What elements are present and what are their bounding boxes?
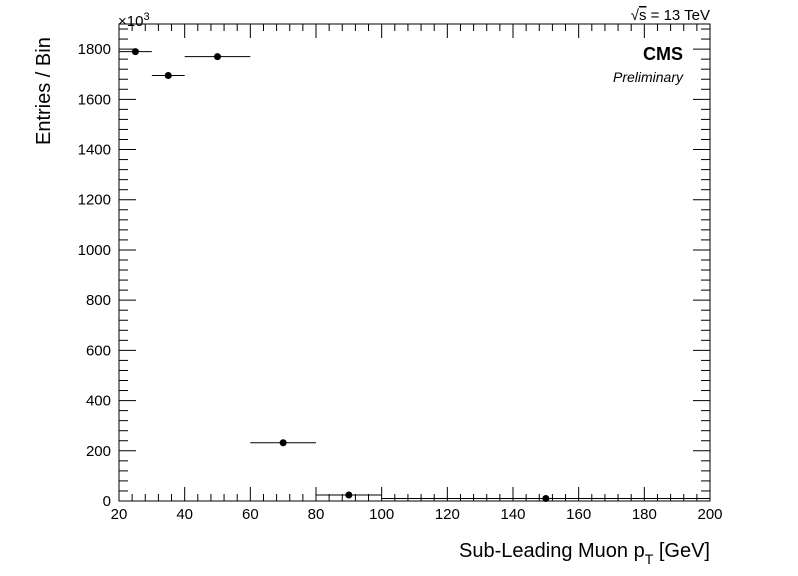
y-tick-label: 1200 <box>78 192 111 209</box>
data-point <box>345 491 353 499</box>
y-tick-label: 1600 <box>78 91 111 108</box>
x-tick-label: 20 <box>111 506 128 523</box>
data-point <box>164 71 172 79</box>
x-tick-label: 120 <box>435 506 460 523</box>
y-tick-label: 200 <box>86 443 111 460</box>
x-axis-title: Sub-Leading Muon pT [GeV] <box>459 540 710 567</box>
y-tick-label: 1400 <box>78 142 111 159</box>
y-tick-label: 400 <box>86 393 111 410</box>
axis-ticks <box>118 24 711 502</box>
x-tick-label: 200 <box>697 506 722 523</box>
x-tick-label: 100 <box>369 506 394 523</box>
experiment-label: CMS <box>643 44 683 64</box>
energy-label: √s = 13 TeV <box>631 7 710 24</box>
data-points <box>119 48 710 502</box>
status-label: Preliminary <box>613 69 684 85</box>
x-tick-labels: 20 40 60 80 100 120 140 160 180 200 <box>111 506 723 523</box>
data-point <box>214 53 221 61</box>
y-tick-labels: 0 200 400 600 800 1000 1200 1400 1600 1800 <box>78 41 111 510</box>
y-tick-label: 1000 <box>78 242 111 259</box>
y-tick-label: 800 <box>86 292 111 309</box>
x-tick-label: 180 <box>632 506 657 523</box>
x-tick-label: 40 <box>176 506 193 523</box>
data-point <box>279 439 287 447</box>
y-axis-multiplier: ×103 <box>118 11 150 30</box>
y-tick-label: 1800 <box>78 41 111 58</box>
plot-frame <box>118 23 711 502</box>
data-point <box>131 48 139 56</box>
y-tick-label: 0 <box>103 493 111 510</box>
x-tick-label: 140 <box>500 506 525 523</box>
y-axis-title: Entries / Bin <box>33 37 55 145</box>
y-tick-label: 600 <box>86 342 111 359</box>
data-point <box>542 494 550 502</box>
x-tick-label: 60 <box>242 506 259 523</box>
x-tick-label: 80 <box>308 506 325 523</box>
x-tick-label: 160 <box>566 506 591 523</box>
